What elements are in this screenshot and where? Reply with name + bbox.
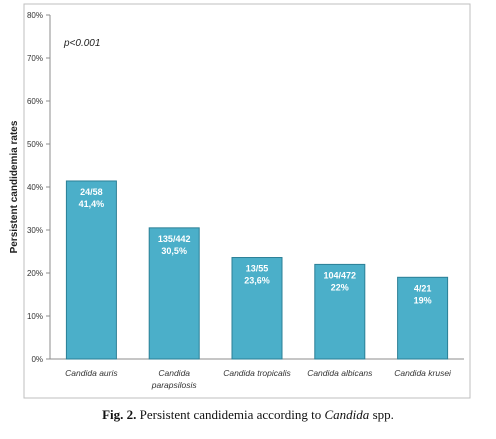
x-tick-label: Candida auris [65,368,118,378]
bar-data-label: 13/55 [246,264,269,274]
bar-data-label: 22% [331,282,349,292]
x-tick-label: Candida krusei [394,368,452,378]
x-tick-label: Candida [158,368,190,378]
bar-data-label: 19% [414,295,432,305]
bar [65,180,117,360]
caption-text-end: spp. [372,407,394,422]
bar [314,263,366,360]
bar [397,276,449,360]
y-tick-label: 50% [27,140,43,149]
y-tick-label: 10% [27,312,43,321]
x-tick-label: parapsilosis [151,380,198,390]
bar-data-label: 41,4% [79,199,105,209]
y-tick-label: 60% [27,97,43,106]
y-tick-label: 30% [27,226,43,235]
x-tick-label: Candida albicans [307,368,373,378]
caption-text: Persistent candidemia according to [139,407,322,422]
bar-data-label: 24/58 [80,187,103,197]
bar-data-label: 4/21 [414,283,432,293]
x-tick-label: Candida tropicalis [223,368,291,378]
caption-italic: Candida [324,407,370,422]
figure-caption: Fig. 2. Persistent candidemia according … [0,407,496,423]
y-tick-label: 0% [31,355,43,364]
caption-label: Fig. 2. [102,407,137,422]
bar [231,257,283,360]
bar [148,227,200,360]
y-axis-title: Persistent candidemia rates [9,120,20,253]
y-tick-label: 80% [27,11,43,20]
y-tick-label: 20% [27,269,43,278]
bar-data-label: 104/472 [324,270,357,280]
bar-data-label: 23,6% [244,276,270,286]
y-tick-label: 40% [27,183,43,192]
y-tick-label: 70% [27,54,43,63]
bar-data-label: 135/442 [158,234,191,244]
bar-data-label: 30,5% [161,246,187,256]
p-value-annotation: p<0.001 [63,38,100,49]
